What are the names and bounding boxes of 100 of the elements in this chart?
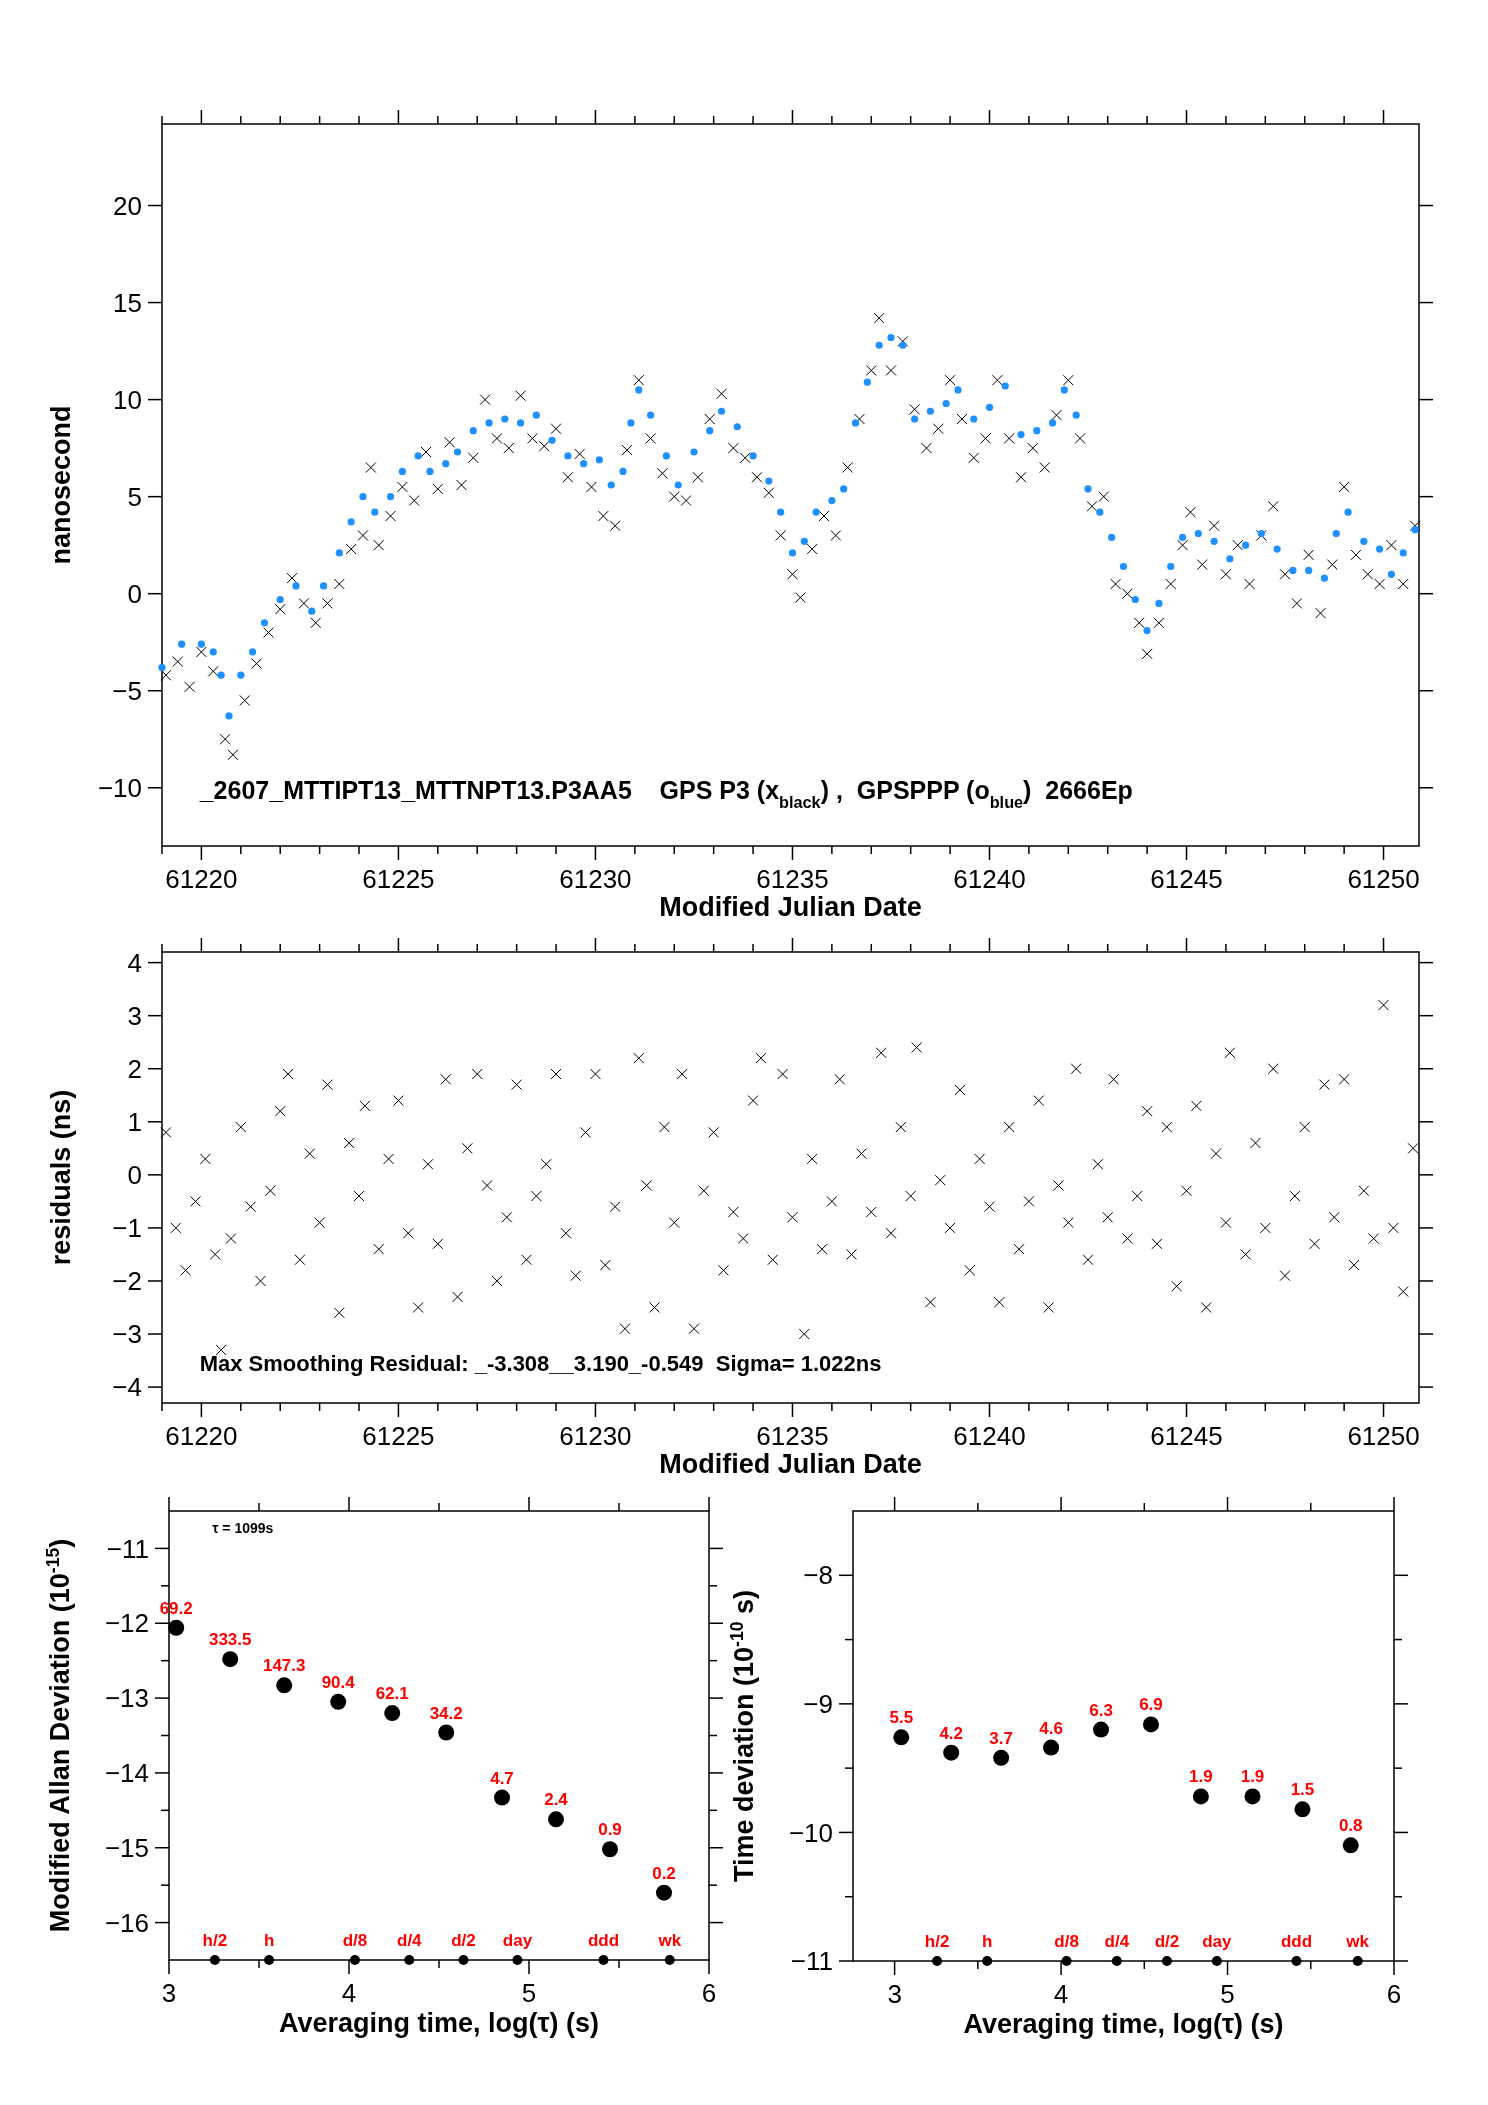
y-tick-label: −8 [803, 1560, 833, 1591]
y-tick-label: 2 [127, 1053, 142, 1084]
y-tick-label: −15 [104, 1832, 149, 1863]
annotation: 0.2 [652, 1863, 676, 1883]
annotation: d/2 [451, 1931, 476, 1950]
y-axis-title: nanosecond [46, 405, 76, 565]
point [1211, 1956, 1222, 1966]
x-tick-label: 61250 [1347, 1421, 1420, 1451]
y-tick-label: −10 [788, 1817, 833, 1848]
annotation: ddd [1280, 1932, 1313, 1951]
y-tick-label: 0 [127, 1159, 142, 1190]
annotation: 34.2 [429, 1703, 463, 1723]
annotation: 0.9 [598, 1820, 622, 1840]
point [512, 1955, 523, 1965]
annotation: _2607_MTTIPT13_MTTNPT13.P3AA5 GPS P3 (x$_{black}$) , GPSPPP (o$_{blue}$) 2666Ep [198, 776, 1133, 812]
point [993, 1749, 1010, 1766]
point [1111, 1956, 1122, 1966]
y-tick-label: −11 [790, 1946, 833, 1977]
annotation: 5.5 [889, 1708, 914, 1728]
point [1093, 1721, 1110, 1738]
y-tick-label: 20 [113, 190, 142, 221]
x-tick-label: 61220 [165, 1421, 238, 1451]
point [1061, 1956, 1072, 1966]
annotation: 147.3 [262, 1656, 306, 1676]
annotation: h [981, 1932, 993, 1951]
x-tick-label: 61240 [953, 1421, 1026, 1451]
point [349, 1955, 360, 1965]
point [1291, 1956, 1302, 1966]
point [222, 1651, 239, 1668]
point [404, 1955, 415, 1965]
annotation: 4.2 [939, 1723, 964, 1743]
annotation: 6.9 [1139, 1695, 1163, 1715]
x-axis-title: Modified Julian Date [659, 1449, 922, 1479]
annotation: d/4 [1104, 1932, 1130, 1951]
annotation: 6.3 [1089, 1700, 1113, 1720]
point [384, 1705, 401, 1722]
point [1142, 1716, 1159, 1733]
annotation: ddd [587, 1931, 620, 1950]
x-tick-label: 3 [161, 1978, 177, 2008]
y-tick-label: −12 [104, 1608, 149, 1639]
x-tick-label: 61230 [559, 864, 632, 894]
annotation: d/4 [397, 1931, 423, 1950]
annotation: 0.8 [1338, 1816, 1363, 1836]
y-tick-label: −14 [104, 1758, 149, 1789]
x-tick-label: 61225 [362, 864, 435, 894]
annotation: d/8 [1054, 1932, 1079, 1951]
y-tick-label: 4 [127, 947, 142, 978]
annotation: day [1202, 1932, 1233, 1951]
annotation: Max Smoothing Residual: _-3.308__3.190_-0.549 Sigma= 1.022ns [199, 1351, 882, 1377]
annotation: 3.7 [989, 1728, 1013, 1748]
x-tick-label: 4 [1053, 1979, 1069, 2009]
point [656, 1884, 672, 1901]
point [330, 1693, 347, 1710]
annotation: h/2 [202, 1931, 228, 1950]
point [1342, 1837, 1359, 1854]
point [1244, 1788, 1261, 1805]
x-tick-label: 61245 [1150, 1421, 1223, 1451]
x-axis-title: Averaging time, log(τ) (s) [963, 2009, 1284, 2039]
point [943, 1744, 960, 1761]
point [276, 1677, 293, 1694]
x-tick-label: 61230 [559, 1421, 632, 1451]
point [209, 1955, 220, 1965]
y-tick-label: 5 [127, 481, 142, 512]
x-tick-label: 61235 [756, 864, 829, 894]
point [1352, 1956, 1363, 1966]
annotation: day [502, 1931, 533, 1950]
point [893, 1729, 910, 1746]
annotation: 62.1 [375, 1684, 409, 1704]
y-tick-label: −13 [104, 1683, 149, 1714]
annotation: τ = 1099s [212, 1520, 274, 1537]
point [664, 1955, 675, 1965]
x-axis-title: Modified Julian Date [659, 892, 922, 922]
point [982, 1956, 993, 1966]
point [1043, 1739, 1060, 1756]
annotation: 4.6 [1039, 1718, 1063, 1738]
y-tick-label: −4 [112, 1372, 142, 1403]
point [438, 1724, 455, 1741]
annotation: 1.9 [1189, 1767, 1213, 1787]
x-axis-title: Averaging time, log(τ) (s) [278, 2008, 600, 2038]
x-tick-label: 61235 [756, 1421, 829, 1451]
point [602, 1841, 618, 1858]
point [494, 1789, 510, 1806]
y-tick-label: −2 [112, 1266, 142, 1297]
point [264, 1955, 275, 1965]
point [932, 1956, 943, 1966]
point [1161, 1956, 1172, 1966]
annotation: 4.7 [490, 1768, 514, 1788]
annotation: wk [1345, 1932, 1370, 1951]
y-tick-label: −16 [104, 1907, 149, 1938]
x-tick-label: 5 [1220, 1979, 1235, 2009]
y-tick-label: −1 [112, 1213, 142, 1244]
y-tick-label: 10 [113, 384, 142, 415]
x-tick-label: 61250 [1347, 864, 1420, 894]
y-tick-label: −5 [112, 675, 142, 706]
point [1192, 1788, 1209, 1805]
point [598, 1955, 609, 1965]
x-tick-label: 61225 [362, 1421, 435, 1451]
y-tick-label: 3 [127, 1000, 142, 1031]
annotation: h/2 [924, 1932, 950, 1951]
y-tick-label: −10 [97, 772, 142, 803]
